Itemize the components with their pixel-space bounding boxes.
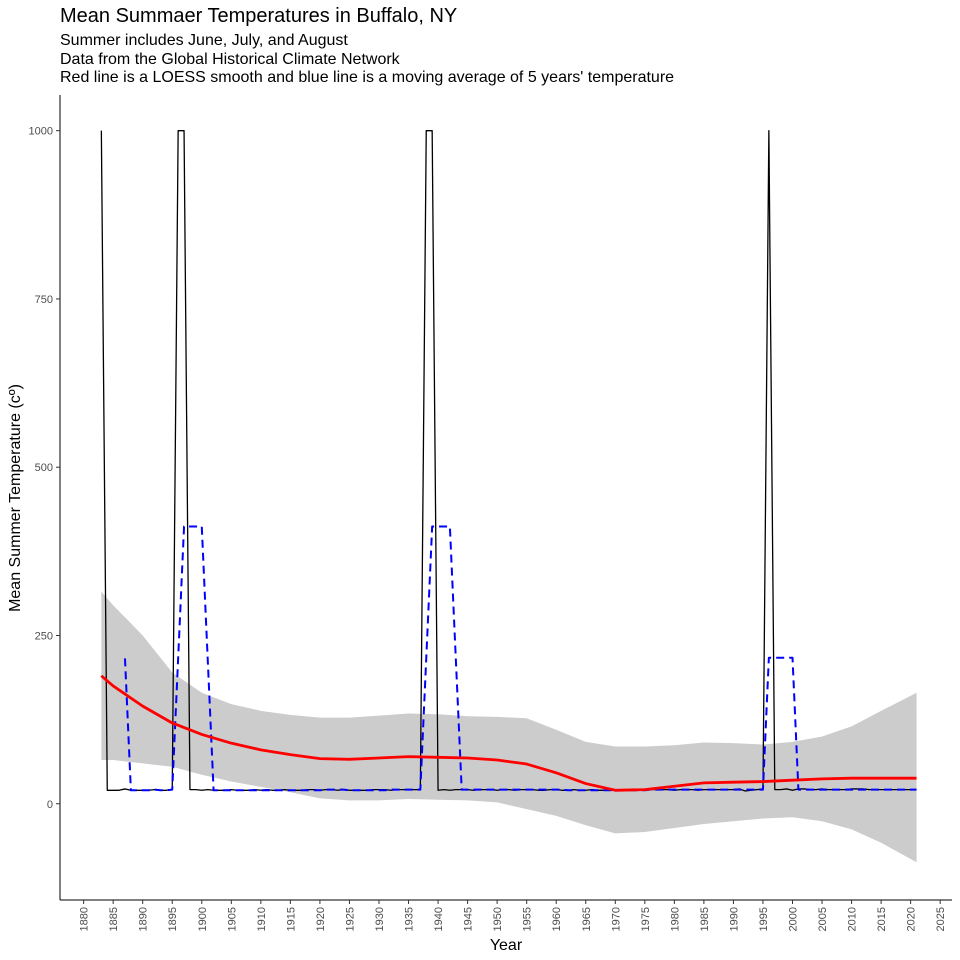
x-tick-label: 1980 <box>669 907 681 931</box>
annual-temperature-line <box>100 130 917 792</box>
x-tick-label: 1925 <box>344 907 356 931</box>
x-tick-label: 1965 <box>581 907 593 931</box>
axes-layer: 0 250 500 750 1000 1880 1885 1890 1895 1900 1905 19… <box>29 95 952 931</box>
chart-title: Mean Summaer Temperatures in Buffalo, NY <box>60 5 458 27</box>
x-tick-label: 2015 <box>876 907 888 931</box>
x-tick-label: 1950 <box>492 907 504 931</box>
x-tick-label: 2005 <box>817 907 829 931</box>
y-tick-label: 250 <box>35 630 53 642</box>
x-tick-label: 1945 <box>463 907 475 931</box>
y-tick-label: 0 <box>47 799 53 811</box>
x-tick-label: 2020 <box>906 907 918 931</box>
x-tick-label: 1915 <box>285 907 297 931</box>
x-tick-label: 1985 <box>699 907 711 931</box>
x-tick-label: 1995 <box>758 907 770 931</box>
x-tick-label: 2000 <box>788 907 800 931</box>
x-tick-label: 1975 <box>640 907 652 931</box>
loess-smooth-line <box>100 674 917 792</box>
series-layer <box>100 130 917 792</box>
x-tick-label: 2010 <box>847 907 859 931</box>
x-tick-label: 1955 <box>522 907 534 931</box>
chart-subtitle-line-1: Summer includes June, July, and August <box>60 32 348 49</box>
x-tick-label: 1960 <box>551 907 563 931</box>
x-tick-label: 1905 <box>226 907 238 931</box>
x-tick-label: 1885 <box>108 907 120 931</box>
x-tick-label: 1900 <box>197 907 209 931</box>
x-axis-title: Year <box>490 937 523 954</box>
y-tick-label: 500 <box>35 462 53 474</box>
x-tick-label: 1990 <box>728 907 740 931</box>
chart-subtitle-line-3: Red line is a LOESS smooth and blue line… <box>60 69 675 86</box>
y-tick-label: 1000 <box>29 126 53 138</box>
x-tick-label: 1940 <box>433 907 445 931</box>
chart-subtitle-line-2: Data from the Global Historical Climate … <box>60 51 400 68</box>
x-tick-label: 1880 <box>79 907 91 931</box>
x-tick-label: 1910 <box>256 907 268 931</box>
x-tick-label: 1895 <box>167 907 179 931</box>
x-tick-label: 1920 <box>315 907 327 931</box>
y-tick-label: 750 <box>35 294 53 306</box>
x-tick-label: 1970 <box>610 907 622 931</box>
x-tick-label: 1935 <box>404 907 416 931</box>
y-axis-title: Mean Summer Temperature (cº) <box>7 384 24 612</box>
x-tick-label: 1890 <box>138 907 150 931</box>
x-tick-label: 1930 <box>374 907 386 931</box>
confidence-band-layer <box>101 591 917 863</box>
confidence-band <box>101 591 917 863</box>
x-tick-label: 2025 <box>935 907 947 931</box>
